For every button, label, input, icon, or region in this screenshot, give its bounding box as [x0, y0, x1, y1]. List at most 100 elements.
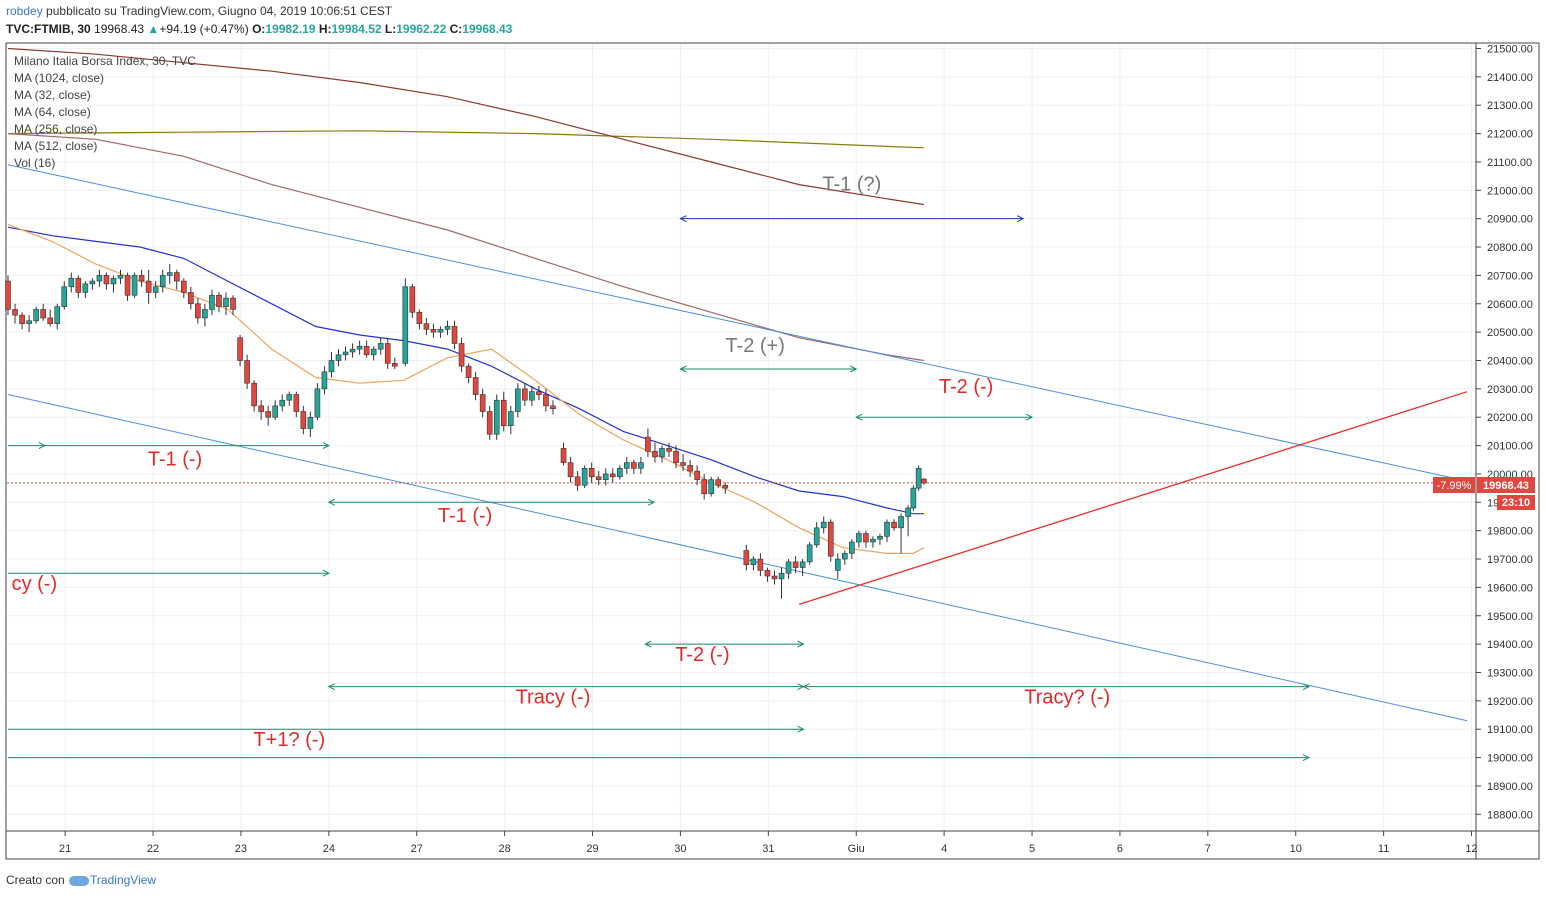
candle-body [560, 448, 567, 463]
candle [402, 278, 409, 367]
candle-body [423, 323, 430, 330]
price-axis[interactable]: 21500.00 21400.00 21300.00 21200.00 21100.00… [1476, 44, 1533, 822]
candle-body [131, 275, 138, 296]
y-tick-label: 21300.00 [1487, 100, 1533, 112]
candle-body [152, 286, 159, 293]
candle [356, 340, 363, 355]
indicator-legend[interactable]: Milano Italia Borsa Index, 30, TVC MA (1… [14, 53, 196, 172]
candle-body [293, 394, 300, 412]
candle-body [915, 467, 922, 489]
candle-body [321, 371, 328, 390]
price-tags: -7.99% 19968.43 23:10 [1433, 477, 1535, 510]
candle-body [680, 462, 686, 466]
candle [799, 559, 806, 577]
range-arrows[interactable] [8, 215, 1311, 762]
candle-body [307, 416, 314, 429]
candle-body [138, 275, 145, 282]
candle [82, 281, 89, 299]
candle-body [209, 294, 215, 310]
countdown-tag-bg [1497, 495, 1535, 510]
candle [687, 459, 693, 477]
candle [363, 340, 370, 358]
trendlines[interactable] [7, 164, 1476, 722]
legend-ma-512[interactable]: MA (512, close) [14, 139, 98, 153]
candle-body [265, 411, 271, 418]
candle [834, 553, 841, 579]
candle-body [363, 346, 370, 356]
candle-body [82, 283, 89, 293]
annotation-label: Tracy (-) [516, 687, 591, 709]
cloud-logo-icon [69, 875, 90, 886]
candle-body [522, 388, 528, 401]
legend-ma-32[interactable]: MA (32, close) [14, 88, 91, 102]
candle [96, 269, 103, 287]
candle-body [216, 294, 222, 307]
candle-body [673, 450, 679, 463]
tradingview-brand-link[interactable]: TradingView [90, 873, 157, 887]
candle [5, 275, 11, 316]
candle-body [279, 399, 286, 407]
candle-body [834, 558, 841, 571]
range-arrow-tail [644, 640, 652, 648]
legend-ma-1024[interactable]: MA (1024, close) [14, 71, 105, 85]
candle-body [701, 479, 707, 495]
y-tick-label: 20900.00 [1487, 214, 1533, 226]
range-arrow-head [1025, 413, 1034, 421]
candle [493, 394, 500, 440]
candle-body [574, 476, 581, 486]
candle-body [529, 391, 535, 401]
time-axis[interactable]: 21 22 23 24 27 28 29 30 31 Giu 4 5 6 7 10 11 12 [59, 831, 1478, 855]
legend-volume[interactable]: Vol (16) [14, 156, 56, 170]
x-tick-label: 10 [1290, 843, 1302, 855]
candle [465, 363, 472, 384]
candle [110, 275, 117, 293]
candle [195, 298, 201, 324]
range-arrow-head [797, 640, 805, 648]
candle [54, 303, 61, 330]
candle [188, 286, 194, 310]
candle [300, 405, 307, 435]
candle-body [451, 326, 458, 344]
candle-body [124, 275, 131, 296]
y-tick-label: 20800.00 [1487, 242, 1533, 254]
candle [202, 303, 208, 327]
candle [652, 442, 658, 463]
candle [237, 334, 243, 367]
annotations[interactable]: T-1 (?) T-2 (+) T-2 (-) T-1 (-) T-1 (-) cy (-… [12, 173, 1111, 751]
close-value: 19968.43 [462, 22, 513, 36]
support-line [798, 391, 1468, 606]
candle-body [792, 561, 799, 568]
x-tick-label: 7 [1205, 843, 1211, 855]
annotation-label: T-2 (-) [939, 376, 993, 398]
range-arrow-tail [855, 413, 863, 421]
candle-body [750, 558, 757, 566]
candle-body [891, 521, 897, 529]
candle [258, 400, 264, 421]
ma-32-line [7, 223, 925, 555]
range-arrow [8, 725, 805, 733]
pct-tag: -7.99% [1437, 480, 1472, 492]
y-tick-label: 20300.00 [1487, 384, 1533, 396]
candle-body [687, 465, 693, 472]
up-arrow-icon: ▲ [147, 22, 160, 36]
candle [522, 383, 528, 406]
range-arrow-tail [802, 683, 810, 691]
author-link[interactable]: robdey [6, 4, 43, 18]
candle [638, 456, 644, 474]
x-tick-label: 11 [1378, 843, 1389, 855]
candle-body [863, 533, 869, 543]
candle [870, 536, 876, 548]
candle-body [515, 388, 521, 412]
candle [377, 337, 384, 355]
publish-info: pubblicato su TradingView.com, Giugno 04… [46, 4, 393, 18]
candle [550, 400, 556, 415]
candle [437, 326, 444, 338]
legend-ma-256[interactable]: MA (256, close) [14, 122, 98, 136]
legend-main-series[interactable]: Milano Italia Borsa Index, 30, TVC [14, 54, 196, 68]
range-arrow-tail [679, 215, 687, 223]
legend-ma-64[interactable]: MA (64, close) [14, 105, 91, 119]
candle [921, 478, 927, 485]
y-tick-label: 21000.00 [1487, 185, 1533, 197]
candle-body [377, 343, 384, 350]
